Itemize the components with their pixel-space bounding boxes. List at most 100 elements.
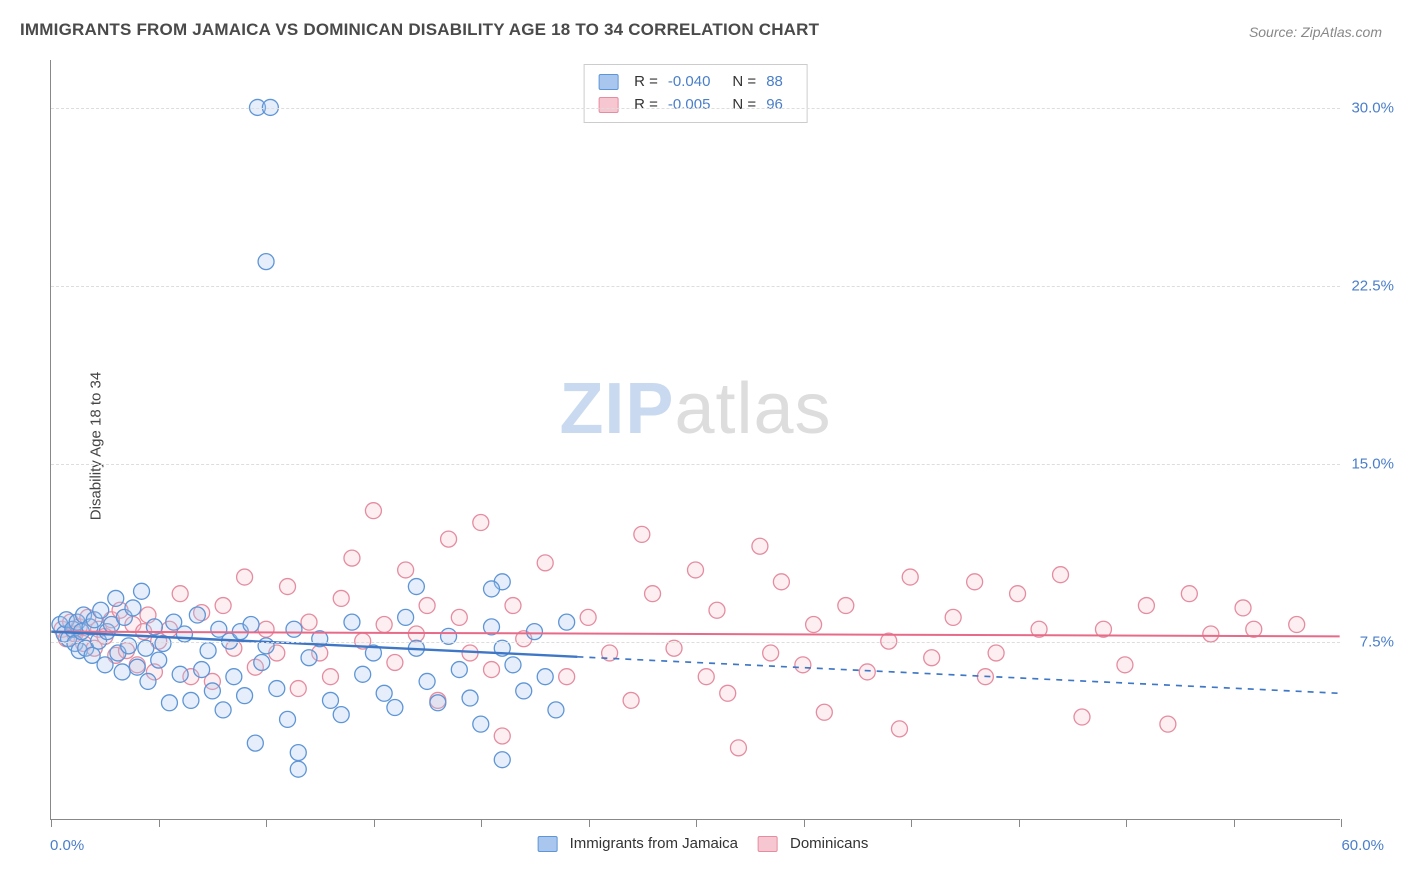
chart-plot-area: ZIPatlas R =-0.040N =88R =-0.005N =96 7.… (50, 60, 1340, 820)
scatter-point (451, 609, 467, 625)
scatter-point (365, 503, 381, 519)
x-tick (1234, 819, 1235, 827)
scatter-point (1117, 657, 1133, 673)
scatter-point (204, 683, 220, 699)
chart-title: IMMIGRANTS FROM JAMAICA VS DOMINICAN DIS… (20, 20, 819, 40)
scatter-point (301, 650, 317, 666)
scatter-point (1181, 586, 1197, 602)
y-tick-label: 15.0% (1351, 455, 1394, 472)
scatter-point (176, 626, 192, 642)
scatter-point (473, 716, 489, 732)
scatter-point (720, 685, 736, 701)
scatter-point (559, 614, 575, 630)
scatter-point (902, 569, 918, 585)
scatter-point (172, 666, 188, 682)
scatter-point (408, 626, 424, 642)
scatter-point (398, 562, 414, 578)
scatter-point (280, 711, 296, 727)
x-tick (51, 819, 52, 827)
scatter-point (634, 526, 650, 542)
x-tick (1341, 819, 1342, 827)
gridline (51, 642, 1340, 643)
scatter-point (237, 688, 253, 704)
x-tick (696, 819, 697, 827)
scatter-point (254, 654, 270, 670)
series-legend: Immigrants from JamaicaDominicans (538, 835, 869, 852)
scatter-point (795, 657, 811, 673)
scatter-point (344, 550, 360, 566)
scatter-point (376, 685, 392, 701)
scatter-point (258, 621, 274, 637)
x-tick (374, 819, 375, 827)
source-attribution: Source: ZipAtlas.com (1249, 24, 1382, 40)
scatter-point (398, 609, 414, 625)
y-tick-label: 30.0% (1351, 99, 1394, 116)
gridline (51, 464, 1340, 465)
scatter-point (988, 645, 1004, 661)
scatter-point (645, 586, 661, 602)
scatter-point (505, 598, 521, 614)
legend-swatch (598, 97, 618, 113)
scatter-point (140, 673, 156, 689)
scatter-point (194, 662, 210, 678)
scatter-point (290, 745, 306, 761)
scatter-point (494, 728, 510, 744)
x-axis-min-label: 0.0% (50, 837, 84, 854)
x-tick (266, 819, 267, 827)
scatter-point (891, 721, 907, 737)
scatter-point (290, 681, 306, 697)
scatter-point (1010, 586, 1026, 602)
x-tick (1126, 819, 1127, 827)
scatter-point (93, 602, 109, 618)
scatter-point (108, 590, 124, 606)
scatter-point (806, 617, 822, 633)
scatter-point (526, 624, 542, 640)
x-tick (804, 819, 805, 827)
scatter-point (494, 752, 510, 768)
stat-label-n: N = (732, 71, 756, 94)
x-tick (911, 819, 912, 827)
scatter-point (462, 690, 478, 706)
x-tick (589, 819, 590, 827)
trend-line-dashed (577, 657, 1339, 693)
scatter-point (322, 669, 338, 685)
scatter-point (419, 673, 435, 689)
scatter-point (1074, 709, 1090, 725)
scatter-point (1138, 598, 1154, 614)
scatter-point (537, 669, 553, 685)
scatter-point (97, 657, 113, 673)
scatter-point (559, 669, 575, 685)
scatter-point (698, 669, 714, 685)
scatter-point (859, 664, 875, 680)
scatter-point (134, 583, 150, 599)
scatter-point (484, 581, 500, 597)
scatter-point (537, 555, 553, 571)
y-tick-label: 7.5% (1360, 633, 1394, 650)
scatter-point (114, 664, 130, 680)
scatter-point (838, 598, 854, 614)
scatter-point (172, 586, 188, 602)
scatter-point (1235, 600, 1251, 616)
gridline (51, 286, 1340, 287)
scatter-point (484, 662, 500, 678)
scatter-point (333, 707, 349, 723)
scatter-point (967, 574, 983, 590)
scatter-point (1203, 626, 1219, 642)
scatter-point (473, 515, 489, 531)
stat-value-r: -0.005 (668, 94, 711, 117)
scatter-point (430, 695, 446, 711)
scatter-point (286, 621, 302, 637)
scatter-point (408, 579, 424, 595)
x-tick (481, 819, 482, 827)
legend-swatch (538, 836, 558, 852)
scatter-point (280, 579, 296, 595)
scatter-point (945, 609, 961, 625)
legend-swatch (598, 74, 618, 90)
scatter-point (333, 590, 349, 606)
scatter-point (773, 574, 789, 590)
scatter-point (243, 617, 259, 633)
x-axis-max-label: 60.0% (1341, 837, 1384, 854)
legend-label: Dominicans (790, 835, 868, 852)
scatter-point (1053, 567, 1069, 583)
gridline (51, 108, 1340, 109)
